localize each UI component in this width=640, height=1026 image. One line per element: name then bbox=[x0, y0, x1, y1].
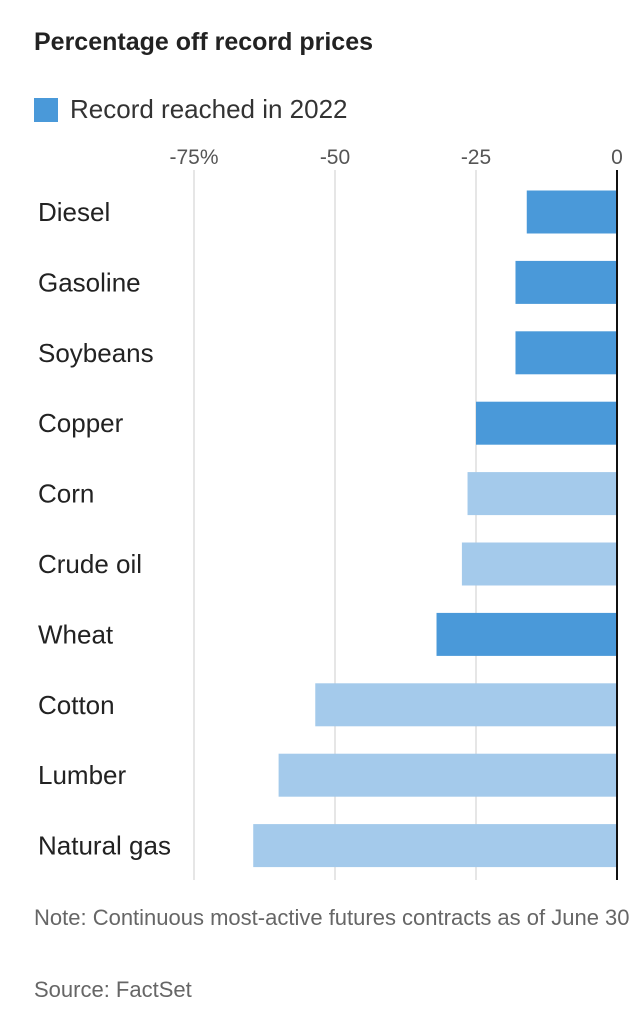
bar bbox=[253, 824, 617, 868]
chart-note: Note: Continuous most-active futures con… bbox=[34, 905, 630, 930]
category-label: Gasoline bbox=[38, 267, 141, 297]
bar bbox=[315, 683, 617, 727]
x-tick-label: 0 bbox=[611, 146, 623, 169]
legend-swatch bbox=[34, 97, 58, 122]
category-label: Corn bbox=[38, 479, 94, 509]
category-label: Natural gas bbox=[38, 831, 171, 861]
chart-title: Percentage off record prices bbox=[34, 28, 374, 56]
category-label: Soybeans bbox=[38, 338, 154, 368]
bar bbox=[526, 190, 617, 234]
category-label: Copper bbox=[38, 408, 124, 438]
category-label: Diesel bbox=[38, 197, 110, 227]
bar bbox=[436, 612, 617, 656]
legend: Record reached in 2022 bbox=[34, 94, 348, 125]
category-label: Cotton bbox=[38, 690, 115, 720]
x-tick-label: -50 bbox=[320, 146, 350, 169]
category-label: Lumber bbox=[38, 760, 126, 790]
x-tick-label: -75% bbox=[169, 146, 218, 169]
bar-chart: -75% -50 -25 0 Diesel Gasoline Soybeans Copper C… bbox=[38, 146, 623, 880]
legend-label: Record reached in 2022 bbox=[70, 94, 348, 124]
bar bbox=[461, 542, 617, 586]
category-label: Crude oil bbox=[38, 549, 142, 579]
chart-source: Source: FactSet bbox=[34, 977, 192, 1002]
bar bbox=[467, 472, 617, 516]
bar bbox=[515, 331, 617, 375]
bar bbox=[515, 260, 617, 304]
bar bbox=[476, 401, 617, 445]
category-label: Wheat bbox=[38, 619, 114, 649]
x-tick-label: -25 bbox=[461, 146, 491, 169]
bar bbox=[278, 753, 617, 797]
